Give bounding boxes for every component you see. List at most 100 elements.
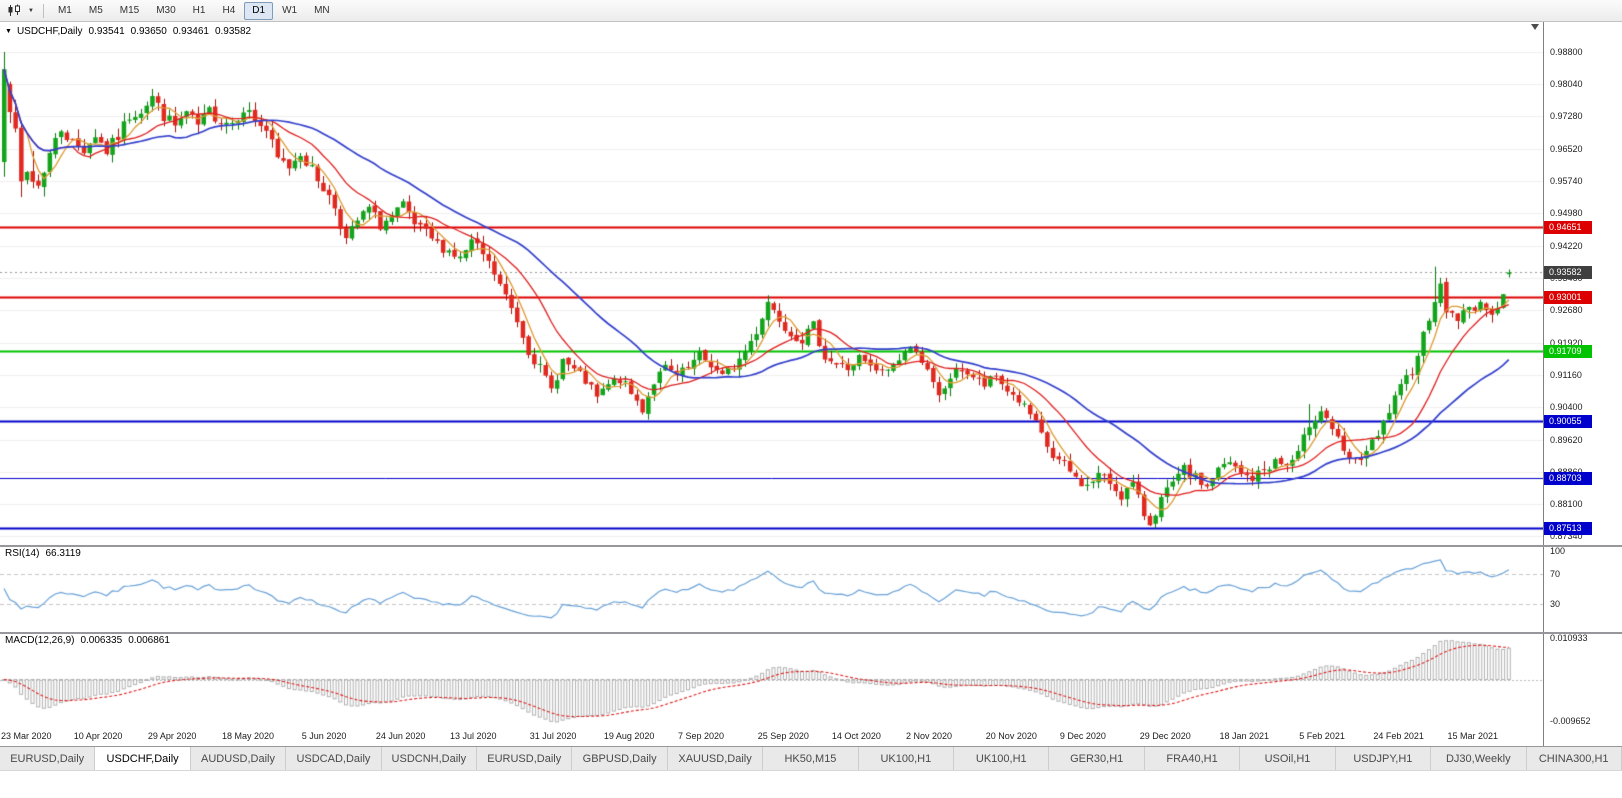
chart-tab-14[interactable]: USDJPY,H1 xyxy=(1335,747,1432,770)
chart-tab-11[interactable]: GER30,H1 xyxy=(1049,747,1145,770)
rsi-axis-label: 30 xyxy=(1550,598,1561,609)
date-axis-label: 10 Apr 2020 xyxy=(73,731,123,741)
macd-signal-value: 0.006861 xyxy=(128,635,170,646)
timeframe-buttons: M1 M5 M15 M30 H1 H4 D1 W1 MN xyxy=(50,1,338,20)
date-axis-label: 31 Jul 2020 xyxy=(529,731,577,741)
date-axis-label: 24 Jun 2020 xyxy=(375,731,426,741)
date-axis-label: 19 Aug 2020 xyxy=(603,731,655,741)
price-axis-label: 0.88860 xyxy=(1550,467,1583,477)
chart-tab-4[interactable]: USDCNH,Daily xyxy=(381,747,478,770)
toolbar: ▼ M1 M5 M15 M30 H1 H4 D1 W1 MN xyxy=(0,0,1622,22)
timeframe-button-d1[interactable]: D1 xyxy=(244,1,274,20)
date-axis-label: 5 Jun 2020 xyxy=(301,731,347,741)
chart-tab-12[interactable]: FRA40,H1 xyxy=(1144,747,1241,770)
price-axis-label: 0.98040 xyxy=(1550,79,1583,90)
toolbar-separator xyxy=(42,3,44,18)
chart-tab-16[interactable]: CHINA300,H1 xyxy=(1526,747,1622,770)
rsi-title: RSI(14) 66.3119 xyxy=(5,548,81,559)
price-axis-label: 0.95740 xyxy=(1550,176,1583,187)
price-axis-label: 0.94220 xyxy=(1550,240,1583,251)
chart-expand-icon[interactable]: ▼ xyxy=(5,28,12,35)
rsi-indicator-name: RSI(14) xyxy=(5,548,40,559)
price-axis-label: 0.92680 xyxy=(1550,305,1583,316)
chart-type-dropdown-icon[interactable]: ▼ xyxy=(28,7,34,14)
chart-shift-marker[interactable] xyxy=(1531,24,1539,30)
hline-price-badge: 0.93001 xyxy=(1544,290,1592,304)
date-axis-label: 24 Feb 2021 xyxy=(1373,731,1424,741)
price-axis-label: 0.90400 xyxy=(1550,401,1583,412)
timeframe-button-m30[interactable]: M30 xyxy=(156,4,176,16)
chart-tab-7[interactable]: XAUUSD,Daily xyxy=(667,747,764,770)
timeframe-button-h4[interactable]: H4 xyxy=(222,4,236,16)
chart-tab-9[interactable]: UK100,H1 xyxy=(858,747,955,770)
hline-price-badge: 0.94651 xyxy=(1544,221,1592,235)
rsi-indicator-value: 66.3119 xyxy=(45,548,81,559)
hline-price-badge: 0.91709 xyxy=(1544,345,1592,359)
date-axis-label: 7 Sep 2020 xyxy=(678,731,725,741)
chart-tab-15[interactable]: DJ30,Weekly xyxy=(1431,747,1527,770)
date-axis-label: 29 Dec 2020 xyxy=(1139,731,1191,741)
pane-separator-rsi[interactable] xyxy=(0,545,1622,547)
pane-separator-macd[interactable] xyxy=(0,632,1622,634)
hline-price-badge: 0.88703 xyxy=(1544,472,1592,486)
time-scale[interactable]: 23 Mar 2020 10 Apr 2020 29 Apr 2020 18 May … xyxy=(0,727,1543,746)
date-axis-label: 13 Jul 2020 xyxy=(450,731,497,741)
ohlc-high: 0.93650 xyxy=(130,26,167,37)
current-price-badge: 0.93582 xyxy=(1544,266,1592,280)
price-axis-label: 0.91920 xyxy=(1550,337,1583,348)
timeframe-button-w1[interactable]: W1 xyxy=(282,4,298,16)
price-axis-label: 0.97280 xyxy=(1550,111,1583,122)
timeframe-button-h1[interactable]: H1 xyxy=(192,4,206,16)
chart-tab-10[interactable]: UK100,H1 xyxy=(954,747,1050,770)
ohlc-open: 0.93541 xyxy=(88,26,125,37)
hline-price-badge: 0.87513 xyxy=(1544,522,1592,536)
date-axis-label: 23 Mar 2020 xyxy=(1,731,52,741)
date-axis-label: 2 Nov 2020 xyxy=(906,731,953,741)
date-axis-label: 5 Feb 2021 xyxy=(1299,731,1345,741)
price-chart-canvas[interactable] xyxy=(0,22,1543,727)
chart-tab-5[interactable]: EURUSD,Daily xyxy=(477,747,573,770)
price-axis-label: 0.94980 xyxy=(1550,208,1583,219)
hline-price-badge: 0.90055 xyxy=(1544,415,1592,429)
chart-symbol-title: USDCHF,Daily xyxy=(16,26,83,37)
chart-region: ▼ USDCHF,Daily 0.93541 0.93650 0.93461 0… xyxy=(0,22,1622,746)
price-axis-label: 0.89620 xyxy=(1550,434,1583,445)
chart-tab-2[interactable]: AUDUSD,Daily xyxy=(190,747,287,770)
date-axis-label: 15 Mar 2021 xyxy=(1447,731,1499,741)
chart-tab-0[interactable]: EURUSD,Daily xyxy=(0,747,96,770)
date-axis-label: 9 Dec 2020 xyxy=(1059,731,1106,741)
rsi-axis-label: 70 xyxy=(1550,568,1561,579)
timeframe-button-m5[interactable]: M5 xyxy=(88,4,103,16)
ohlc-low: 0.93461 xyxy=(172,26,209,37)
price-axis-label: 0.98800 xyxy=(1550,47,1583,58)
macd-title: MACD(12,26,9) 0.006335 0.006861 xyxy=(5,635,170,646)
date-axis-label: 29 Apr 2020 xyxy=(147,731,197,741)
chart-tab-3[interactable]: USDCAD,Daily xyxy=(286,747,382,770)
chart-tab-8[interactable]: HK50,M15 xyxy=(763,747,859,770)
ohlc-close: 0.93582 xyxy=(214,26,252,37)
date-axis-label: 14 Oct 2020 xyxy=(831,731,881,741)
bottom-strip xyxy=(0,770,1622,798)
macd-indicator-name: MACD(12,26,9) xyxy=(5,635,75,646)
chart-tab-13[interactable]: USOil,H1 xyxy=(1240,747,1336,770)
timeframe-button-m15[interactable]: M15 xyxy=(119,4,140,16)
rsi-axis-label: 100 xyxy=(1550,546,1566,556)
chart-tab-6[interactable]: GBPUSD,Daily xyxy=(572,747,668,770)
timeframe-button-m1[interactable]: M1 xyxy=(57,4,72,16)
chart-tab-1[interactable]: USDCHF,Daily xyxy=(95,747,191,770)
date-axis-label: 20 Nov 2020 xyxy=(985,731,1037,741)
chart-type-icon[interactable] xyxy=(5,3,24,18)
price-axis-label: 0.91160 xyxy=(1550,369,1582,380)
chart-title: ▼ USDCHF,Daily 0.93541 0.93650 0.93461 0… xyxy=(5,26,251,37)
price-scale[interactable]: 0.98800 0.98040 0.97280 0.96520 0.95740 0.949… xyxy=(1543,22,1622,746)
macd-axis-label: -0.009652 xyxy=(1550,716,1591,726)
date-axis-label: 18 May 2020 xyxy=(222,731,275,741)
date-axis-label: 25 Sep 2020 xyxy=(757,731,809,741)
macd-axis-label: 0.010933 xyxy=(1550,633,1588,643)
macd-main-value: 0.006335 xyxy=(80,635,123,646)
timeframe-button-mn[interactable]: MN xyxy=(314,4,330,16)
price-axis-label: 0.96520 xyxy=(1550,143,1583,154)
price-axis-label: 0.88100 xyxy=(1550,498,1583,509)
chart-tabbar: EURUSD,Daily USDCHF,Daily AUDUSD,Daily USDC… xyxy=(0,746,1622,770)
date-axis-label: 18 Jan 2021 xyxy=(1219,731,1270,741)
